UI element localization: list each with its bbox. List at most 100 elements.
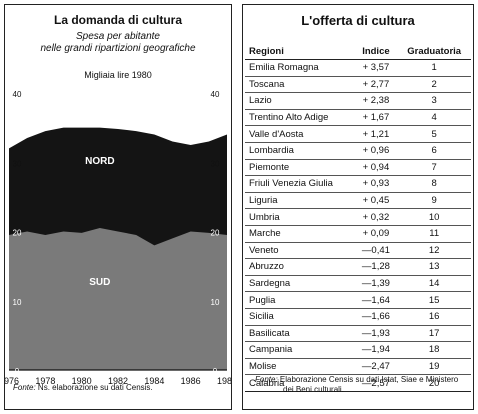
table-row: Lombardia + 0,96 6 bbox=[245, 142, 471, 160]
col-header-regioni: Regioni bbox=[245, 43, 355, 60]
regions-table: Regioni Indice Graduatoria Emilia Romagn… bbox=[245, 43, 471, 392]
domanda-panel: La domanda di cultura Spesa per abitante… bbox=[4, 4, 232, 410]
cell-indice: + 1,67 bbox=[354, 109, 398, 127]
cell-indice: —1,64 bbox=[354, 291, 398, 309]
offerta-title: L'offerta di cultura bbox=[301, 13, 415, 28]
cell-regione: Piemonte bbox=[245, 159, 355, 177]
cell-regione: Abruzzo bbox=[245, 258, 355, 276]
table-row: Sicilia —1,66 16 bbox=[245, 308, 471, 326]
table-row: Valle d'Aosta + 1,21 5 bbox=[245, 125, 471, 143]
x-tick-label: 1988 bbox=[217, 376, 231, 385]
y-tick-label-left: 30 bbox=[13, 159, 22, 168]
domanda-subtitle-line1: Spesa per abitante bbox=[76, 31, 160, 42]
cell-graduatoria: 10 bbox=[397, 208, 471, 226]
cell-graduatoria: 15 bbox=[397, 291, 471, 309]
y-tick-label-right: 40 bbox=[211, 90, 220, 99]
cell-graduatoria: 3 bbox=[397, 92, 471, 110]
cell-regione: Basilicata bbox=[245, 325, 355, 343]
y-tick-label-left: 10 bbox=[13, 298, 22, 307]
cell-indice: —1,28 bbox=[354, 258, 398, 276]
cell-graduatoria: 16 bbox=[397, 308, 471, 326]
cell-regione: Campania bbox=[245, 341, 355, 359]
y-tick-label-left: 40 bbox=[13, 90, 22, 99]
y-tick-label-left: 0 bbox=[15, 367, 20, 376]
y-tick-label-right: 10 bbox=[211, 298, 220, 307]
cell-graduatoria: 7 bbox=[397, 159, 471, 177]
cell-indice: + 0,93 bbox=[354, 175, 398, 193]
table-row: Friuli Venezia Giulia + 0,93 8 bbox=[245, 175, 471, 193]
cell-graduatoria: 14 bbox=[397, 275, 471, 293]
offerta-footnote-label: Fonte: bbox=[255, 375, 278, 384]
cell-regione: Sicilia bbox=[245, 308, 355, 326]
offerta-footnote: Fonte: Elaborazione Censis su dati Istat… bbox=[255, 375, 458, 395]
table-row: Piemonte + 0,94 7 bbox=[245, 159, 471, 177]
cell-graduatoria: 5 bbox=[397, 125, 471, 143]
domanda-subtitle-line2: nelle grandi ripartizioni geografiche bbox=[40, 43, 196, 54]
area-chart: 0 0 10 10 20 20 30 30 40 40 1976 1978 1980 1982 1984 19… bbox=[5, 90, 231, 385]
cell-regione: Emilia Romagna bbox=[245, 59, 355, 77]
x-tick-label: 1976 bbox=[5, 376, 19, 385]
cell-indice: —2,57 bbox=[354, 374, 398, 392]
cell-graduatoria: 9 bbox=[397, 192, 471, 210]
cell-regione: Molise bbox=[245, 358, 355, 376]
y-tick-label-left: 20 bbox=[13, 229, 22, 238]
domanda-footnote: Fonte: Ns. elaborazione su dati Censis. bbox=[13, 383, 153, 393]
cell-regione: Liguria bbox=[245, 192, 355, 210]
col-header-graduatoria: Graduatoria bbox=[397, 43, 471, 60]
cell-indice: + 2,38 bbox=[354, 92, 398, 110]
cell-indice: + 1,21 bbox=[354, 125, 398, 143]
cell-indice: + 0,32 bbox=[354, 208, 398, 226]
cell-regione: Friuli Venezia Giulia bbox=[245, 175, 355, 193]
cell-graduatoria: 2 bbox=[397, 76, 471, 94]
domanda-footnote-text: Ns. elaborazione su dati Censis. bbox=[37, 383, 153, 392]
x-tick-label: 1980 bbox=[72, 376, 92, 385]
table-row: Marche + 0,09 11 bbox=[245, 225, 471, 243]
cell-regione: Puglia bbox=[245, 291, 355, 309]
table-header-row: Regioni Indice Graduatoria bbox=[245, 43, 471, 60]
table-row: Lazio + 2,38 3 bbox=[245, 92, 471, 110]
cell-regione: Toscana bbox=[245, 76, 355, 94]
y-tick-label-right: 20 bbox=[211, 229, 220, 238]
table-row: Trentino Alto Adige + 1,67 4 bbox=[245, 109, 471, 127]
y-tick-label-right: 30 bbox=[211, 159, 220, 168]
table-row: Emilia Romagna + 3,57 1 bbox=[245, 59, 471, 77]
series-label-nord: NORD bbox=[85, 156, 114, 167]
cell-indice: —1,39 bbox=[354, 275, 398, 293]
cell-regione: Veneto bbox=[245, 242, 355, 260]
x-tick-label: 1984 bbox=[144, 376, 164, 385]
cell-graduatoria: 13 bbox=[397, 258, 471, 276]
table-row: Veneto —0,41 12 bbox=[245, 242, 471, 260]
cell-graduatoria: 4 bbox=[397, 109, 471, 127]
cell-graduatoria: 1 bbox=[397, 59, 471, 77]
cell-indice: —2,47 bbox=[354, 358, 398, 376]
cell-graduatoria: 20 bbox=[397, 374, 471, 392]
domanda-footnote-label: Fonte: bbox=[13, 383, 36, 392]
cell-indice: —1,94 bbox=[354, 341, 398, 359]
cell-regione: Calabria bbox=[245, 374, 355, 392]
cell-indice: + 0,09 bbox=[354, 225, 398, 243]
cell-regione: Trentino Alto Adige bbox=[245, 109, 355, 127]
cell-regione: Lombardia bbox=[245, 142, 355, 160]
cell-graduatoria: 8 bbox=[397, 175, 471, 193]
table-row: Molise —2,47 19 bbox=[245, 358, 471, 376]
domanda-title: La domanda di cultura bbox=[53, 13, 182, 27]
x-tick-label: 1978 bbox=[35, 376, 55, 385]
table-row: Calabria —2,57 20 bbox=[245, 374, 471, 392]
cell-regione: Valle d'Aosta bbox=[245, 125, 355, 143]
table-row: Puglia —1,64 15 bbox=[245, 291, 471, 309]
cell-graduatoria: 19 bbox=[397, 358, 471, 376]
cell-regione: Marche bbox=[245, 225, 355, 243]
table-row: Umbria + 0,32 10 bbox=[245, 208, 471, 226]
y-tick-label-right: 0 bbox=[213, 367, 218, 376]
cell-graduatoria: 17 bbox=[397, 325, 471, 343]
table-row: Liguria + 0,45 9 bbox=[245, 192, 471, 210]
offerta-footnote-line2: dei Beni culturali. bbox=[283, 385, 344, 394]
table-row: Campania —1,94 18 bbox=[245, 341, 471, 359]
cell-graduatoria: 11 bbox=[397, 225, 471, 243]
offerta-panel: L'offerta di cultura Regioni Indice Grad… bbox=[242, 4, 474, 410]
cell-regione: Sardegna bbox=[245, 275, 355, 293]
x-tick-label: 1982 bbox=[108, 376, 128, 385]
cell-indice: —1,66 bbox=[354, 308, 398, 326]
cell-indice: —1,93 bbox=[354, 325, 398, 343]
table-row: Abruzzo —1,28 13 bbox=[245, 258, 471, 276]
